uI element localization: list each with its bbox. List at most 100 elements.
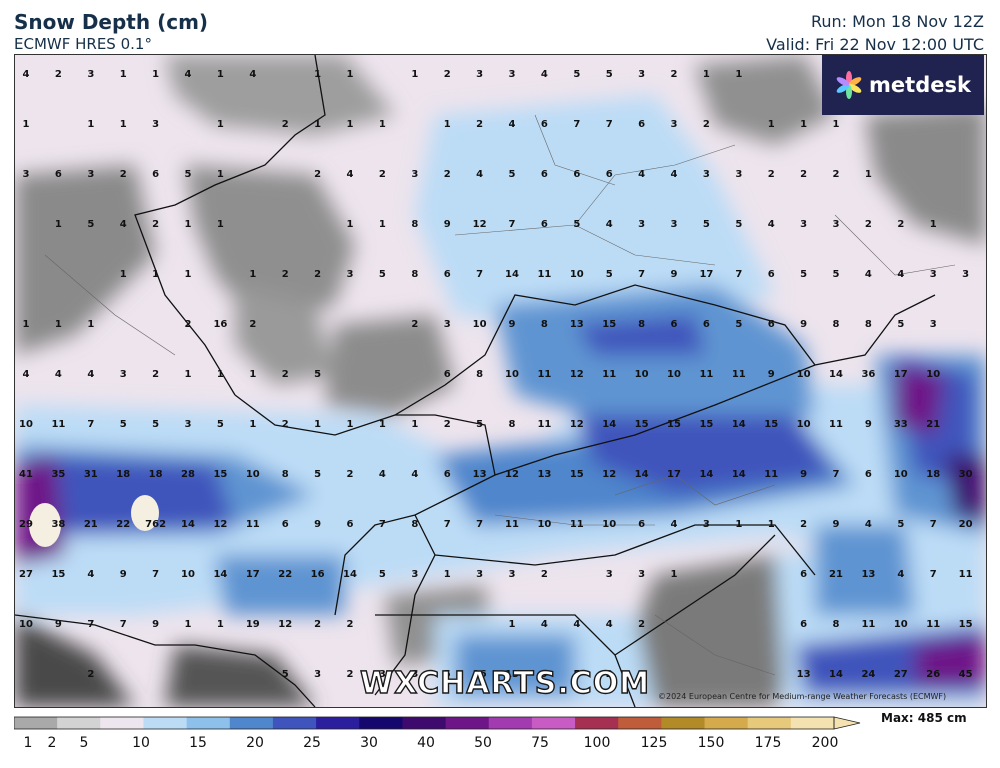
grid-value: 6 — [541, 219, 548, 230]
grid-value: 3 — [703, 519, 710, 530]
grid-value: 9 — [444, 219, 451, 230]
grid-value: 1 — [120, 269, 127, 280]
grid-value: 11 — [505, 519, 519, 530]
grid-value: 11 — [537, 269, 551, 280]
legend-swatch — [445, 717, 490, 729]
grid-value: 4 — [87, 569, 94, 580]
grid-value: 9 — [833, 519, 840, 530]
grid-value: 3 — [930, 269, 937, 280]
grid-value: 21 — [926, 419, 940, 430]
grid-value: 29 — [19, 519, 33, 530]
grid-value: 1 — [735, 519, 742, 530]
legend-swatch — [316, 717, 360, 729]
legend-label: 1 — [23, 735, 33, 751]
grid-value: 13 — [797, 669, 811, 680]
grid-value: 5 — [314, 369, 321, 380]
legend-label: 30 — [360, 735, 378, 751]
grid-value: 8 — [282, 469, 289, 480]
grid-value: 1 — [671, 569, 678, 580]
grid-value: 1 — [152, 69, 159, 80]
grid-value: 12 — [570, 419, 584, 430]
max-value-label: Max: 485 cm — [881, 711, 967, 725]
grid-value: 3 — [476, 69, 483, 80]
grid-value: 13 — [473, 469, 487, 480]
grid-value: 7 — [152, 569, 159, 580]
grid-value: 5 — [573, 669, 580, 680]
grid-value: 33 — [894, 419, 908, 430]
grid-value: 1 — [217, 119, 224, 130]
grid-value: 2 — [411, 319, 418, 330]
grid-value: 10 — [505, 369, 519, 380]
grid-value: 3 — [509, 569, 516, 580]
grid-value: 1 — [185, 219, 192, 230]
grid-value: 5 — [152, 419, 159, 430]
grid-value: 9 — [541, 669, 548, 680]
grid-value: 14 — [213, 569, 227, 580]
grid-value: 17 — [894, 369, 908, 380]
grid-value: 5 — [606, 269, 613, 280]
grid-value: 1 — [411, 419, 418, 430]
grid-value: 26 — [926, 669, 940, 680]
grid-value: 3 — [87, 69, 94, 80]
grid-value: 2 — [703, 119, 710, 130]
grid-value: 1 — [120, 69, 127, 80]
grid-value: 5 — [735, 219, 742, 230]
grid-value: 7 — [87, 419, 94, 430]
wxcharts-watermark: WXCHARTS.COM — [359, 665, 651, 701]
grid-value: 2 — [638, 619, 645, 630]
grid-value: 2 — [833, 169, 840, 180]
grid-value: 1 — [55, 219, 62, 230]
legend-swatch — [14, 717, 58, 729]
grid-value: 2 — [120, 169, 127, 180]
grid-value: 41 — [19, 469, 33, 480]
grid-value: 3 — [703, 169, 710, 180]
legend-swatch — [57, 717, 101, 729]
grid-value: 6 — [152, 169, 159, 180]
grid-value: 5 — [703, 219, 710, 230]
grid-value: 6 — [282, 519, 289, 530]
grid-value: 2 — [87, 669, 94, 680]
grid-value: 3 — [185, 419, 192, 430]
grid-value: 3 — [833, 219, 840, 230]
grid-value: 1 — [314, 419, 321, 430]
grid-value: 15 — [959, 619, 973, 630]
grid-value: 1 — [217, 69, 224, 80]
grid-value: 1 — [347, 119, 354, 130]
grid-value: 3 — [671, 119, 678, 130]
grid-value: 11 — [699, 369, 713, 380]
grid-value: 35 — [51, 469, 65, 480]
grid-value: 5 — [444, 669, 451, 680]
grid-value: 14 — [343, 569, 357, 580]
grid-value: 4 — [541, 619, 548, 630]
grid-value: 1 — [55, 319, 62, 330]
grid-value: 4 — [638, 169, 645, 180]
grid-value: 27 — [894, 669, 908, 680]
grid-value: 6 — [541, 119, 548, 130]
grid-value: 9 — [55, 619, 62, 630]
grid-value: 1 — [217, 169, 224, 180]
grid-value: 1 — [87, 319, 94, 330]
grid-value: 16 — [473, 669, 487, 680]
grid-value: 3 — [509, 69, 516, 80]
grid-value: 1 — [768, 519, 775, 530]
legend-label: 10 — [132, 735, 150, 751]
grid-value: 6 — [638, 519, 645, 530]
grid-value: 6 — [444, 269, 451, 280]
grid-value: 1 — [800, 119, 807, 130]
grid-value: 2 — [347, 469, 354, 480]
grid-value: 4 — [671, 519, 678, 530]
grid-value: 3 — [444, 319, 451, 330]
grid-value: 5 — [476, 419, 483, 430]
legend-color-bar — [13, 716, 861, 730]
grid-value: 10 — [797, 369, 811, 380]
grid-value: 3 — [638, 569, 645, 580]
grid-value: 9 — [800, 469, 807, 480]
grid-value: 3 — [152, 119, 159, 130]
legend-overflow-arrow — [833, 716, 861, 730]
grid-value: 4 — [120, 219, 127, 230]
grid-value: 1 — [23, 119, 30, 130]
grid-value: 1 — [314, 69, 321, 80]
grid-value: 1 — [509, 619, 516, 630]
grid-value: 31 — [84, 469, 98, 480]
